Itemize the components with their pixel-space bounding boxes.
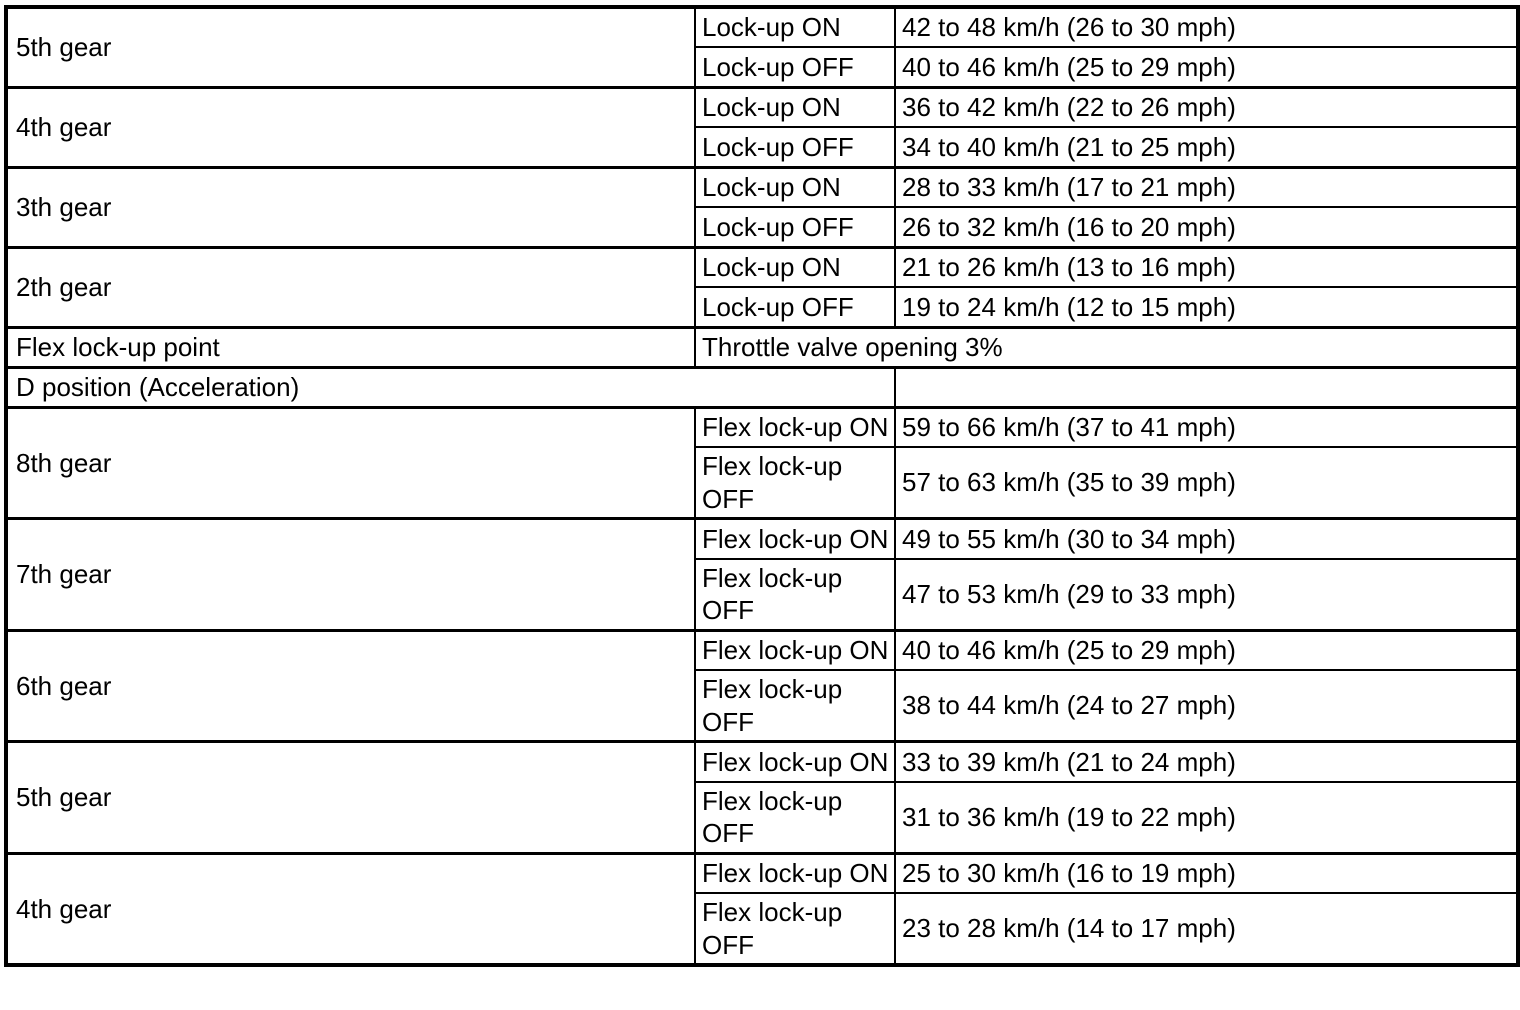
gear-group-row: 4th gear Flex lock-up ON 25 to 30 km/h (… (5, 851, 1519, 966)
gear-group-row: Lock-up OFF 40 to 46 km/h (25 to 29 mph) (6, 46, 1519, 88)
speed-value-cell: 47 to 53 km/h (29 to 33 mph) (894, 557, 1519, 631)
gear-cell: 3th gear (5, 165, 696, 248)
flex-lockup-condition-cell: Flex lock-up OFF (694, 780, 896, 854)
gear-group-row: Flex lock-up OFF 57 to 63 km/h (35 to 39… (6, 446, 1519, 520)
gear-cell: 5th gear (5, 740, 696, 854)
flex-lockup-condition-cell: Flex lock-up OFF (694, 892, 896, 966)
lockup-condition-cell: Lock-up ON (694, 165, 896, 208)
gear-group-row: 8th gear Flex lock-up ON 59 to 66 km/h (… (5, 405, 1519, 520)
flex-lockup-condition-cell: Flex lock-up ON (694, 628, 896, 671)
lockup-speed-spec-table: 5th gear Lock-up ON 42 to 48 km/h (26 to… (4, 5, 1520, 967)
gear-group-row: Lock-up OFF 26 to 32 km/h (16 to 20 mph) (6, 206, 1519, 248)
gear-group-row: Flex lock-up OFF 31 to 36 km/h (19 to 22… (6, 780, 1519, 854)
gear-group-row: Flex lock-up OFF 47 to 53 km/h (29 to 33… (6, 557, 1519, 631)
flex-lockup-point-row: Flex lock-up point Throttle valve openin… (5, 325, 1519, 368)
flex-lockup-point-label: Flex lock-up point (5, 325, 696, 368)
gear-group-row: Flex lock-up OFF 23 to 28 km/h (14 to 17… (6, 892, 1519, 966)
flex-lockup-condition-cell: Flex lock-up ON (694, 740, 896, 783)
gear-cell: 7th gear (5, 517, 696, 631)
gear-group-row: 3th gear Lock-up ON 28 to 33 km/h (17 to… (5, 165, 1519, 248)
speed-value-cell: 36 to 42 km/h (22 to 26 mph) (894, 85, 1519, 128)
gear-group-row: 5th gear Flex lock-up ON 33 to 39 km/h (… (5, 740, 1519, 854)
speed-value-cell: 33 to 39 km/h (21 to 24 mph) (894, 740, 1519, 783)
gear-group-row: Flex lock-up OFF 38 to 44 km/h (24 to 27… (6, 669, 1519, 743)
speed-value-cell: 25 to 30 km/h (16 to 19 mph) (894, 851, 1519, 894)
speed-value-cell: 26 to 32 km/h (16 to 20 mph) (894, 206, 1519, 248)
gear-group-row: 6th gear Flex lock-up ON 40 to 46 km/h (… (5, 628, 1519, 743)
empty-cell (894, 365, 1519, 408)
speed-value-cell: 49 to 55 km/h (30 to 34 mph) (894, 517, 1519, 560)
speed-value-cell: 40 to 46 km/h (25 to 29 mph) (894, 628, 1519, 671)
flex-lockup-condition-cell: Flex lock-up OFF (694, 557, 896, 631)
gear-cell: 6th gear (5, 628, 696, 743)
d-position-header-row: D position (Acceleration) (5, 365, 1519, 408)
flex-lockup-condition-cell: Flex lock-up OFF (694, 669, 896, 743)
lockup-condition-cell: Lock-up ON (694, 6, 896, 48)
speed-value-cell: 28 to 33 km/h (17 to 21 mph) (894, 165, 1519, 208)
lockup-condition-cell: Lock-up ON (694, 245, 896, 288)
flex-lockup-point-value: Throttle valve opening 3% (694, 325, 1519, 368)
flex-lockup-condition-cell: Flex lock-up ON (694, 517, 896, 560)
gear-group-row: 2th gear Lock-up ON 21 to 26 km/h (13 to… (5, 245, 1519, 328)
gear-cell: 4th gear (5, 85, 696, 168)
speed-value-cell: 42 to 48 km/h (26 to 30 mph) (894, 6, 1519, 48)
gear-group-row: Lock-up OFF 19 to 24 km/h (12 to 15 mph) (6, 286, 1519, 328)
lockup-condition-cell: Lock-up OFF (694, 126, 896, 168)
flex-lockup-condition-cell: Flex lock-up ON (694, 405, 896, 448)
gear-group-row: Lock-up OFF 34 to 40 km/h (21 to 25 mph) (6, 126, 1519, 168)
speed-value-cell: 57 to 63 km/h (35 to 39 mph) (894, 446, 1519, 520)
gear-cell: 8th gear (5, 405, 696, 520)
lockup-condition-cell: Lock-up OFF (694, 46, 896, 88)
gear-cell: 2th gear (5, 245, 696, 328)
speed-value-cell: 38 to 44 km/h (24 to 27 mph) (894, 669, 1519, 743)
speed-value-cell: 21 to 26 km/h (13 to 16 mph) (894, 245, 1519, 288)
speed-value-cell: 31 to 36 km/h (19 to 22 mph) (894, 780, 1519, 854)
gear-cell: 4th gear (5, 851, 696, 966)
lockup-condition-cell: Lock-up OFF (694, 206, 896, 248)
speed-value-cell: 34 to 40 km/h (21 to 25 mph) (894, 126, 1519, 168)
lockup-condition-cell: Lock-up OFF (694, 286, 896, 328)
speed-value-cell: 40 to 46 km/h (25 to 29 mph) (894, 46, 1519, 88)
lockup-condition-cell: Lock-up ON (694, 85, 896, 128)
gear-cell: 5th gear (5, 6, 696, 88)
section-header-d-position: D position (Acceleration) (5, 365, 896, 408)
gear-group-row: 5th gear Lock-up ON 42 to 48 km/h (26 to… (5, 6, 1519, 88)
gear-group-row: 4th gear Lock-up ON 36 to 42 km/h (22 to… (5, 85, 1519, 168)
flex-lockup-condition-cell: Flex lock-up ON (694, 851, 896, 894)
speed-value-cell: 59 to 66 km/h (37 to 41 mph) (894, 405, 1519, 448)
gear-group-row: 7th gear Flex lock-up ON 49 to 55 km/h (… (5, 517, 1519, 631)
speed-value-cell: 19 to 24 km/h (12 to 15 mph) (894, 286, 1519, 328)
speed-value-cell: 23 to 28 km/h (14 to 17 mph) (894, 892, 1519, 966)
flex-lockup-condition-cell: Flex lock-up OFF (694, 446, 896, 520)
